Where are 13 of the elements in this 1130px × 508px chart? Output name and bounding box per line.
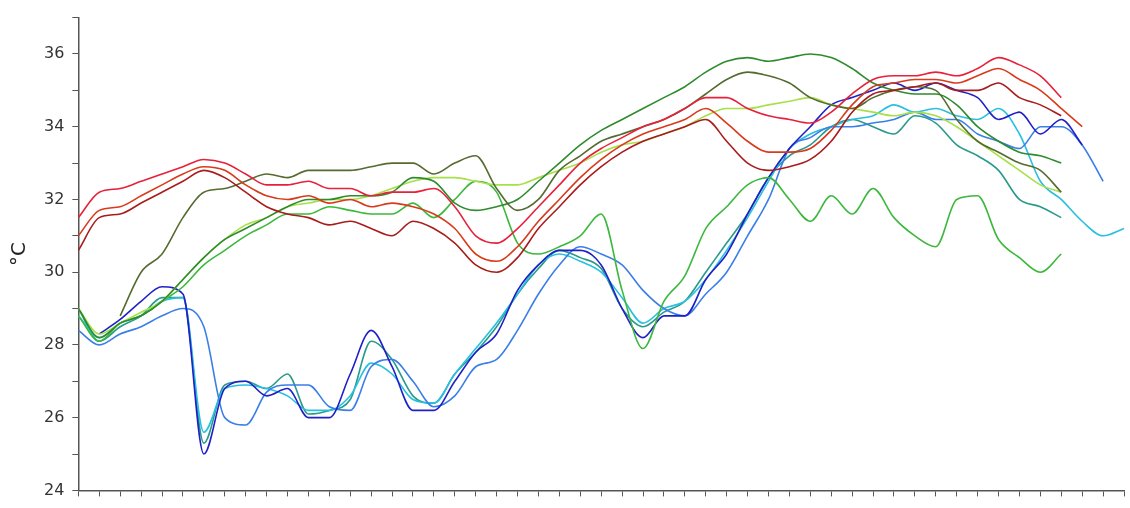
line-series	[98, 82, 1083, 455]
y-tick-label: 32	[44, 188, 65, 208]
line-series	[77, 53, 1063, 339]
y-tick-label: 30	[44, 261, 65, 281]
y-axis-title: °C	[6, 242, 31, 266]
line-series	[77, 176, 1063, 350]
y-tick-label: 24	[44, 479, 65, 499]
line-series	[119, 71, 1063, 317]
y-tick-label: 36	[44, 43, 65, 63]
y-tick-label: 28	[44, 334, 65, 354]
y-tick-label: 34	[44, 115, 65, 135]
y-tick-label: 26	[44, 406, 65, 426]
line-series	[77, 56, 1063, 244]
